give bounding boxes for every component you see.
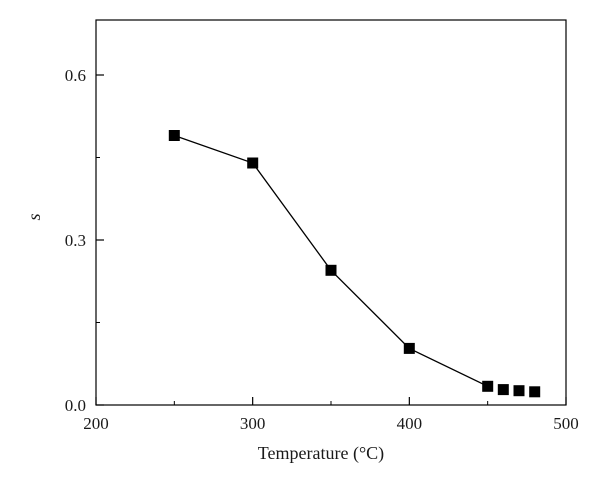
y-tick-label: 0.3 [65, 231, 86, 250]
series-line-group [174, 134, 488, 387]
x-tick-label: 200 [83, 414, 109, 433]
x-axis-title: Temperature (°C) [258, 443, 384, 464]
x-tick-label: 300 [240, 414, 266, 433]
x-axis-ticks: 200 300 400 500 [83, 397, 579, 433]
data-point-square [168, 130, 180, 141]
data-point-square [403, 342, 415, 354]
data-point-square [247, 157, 259, 169]
data-point-square [325, 264, 337, 276]
y-tick-label: 0.0 [65, 396, 86, 415]
data-point-square [482, 380, 494, 392]
data-point-square [497, 384, 509, 396]
x-tick-label: 500 [553, 414, 579, 433]
plot-frame [95, 19, 567, 406]
data-point-square [513, 385, 525, 397]
series-line [174, 134, 488, 387]
y-axis-ticks: 0.0 0.3 0.6 [65, 66, 104, 415]
y-axis-title: s [24, 213, 44, 220]
y-tick-label: 0.6 [65, 66, 86, 85]
data-points [168, 130, 541, 398]
data-point-square [529, 386, 541, 398]
x-tick-label: 400 [397, 414, 423, 433]
